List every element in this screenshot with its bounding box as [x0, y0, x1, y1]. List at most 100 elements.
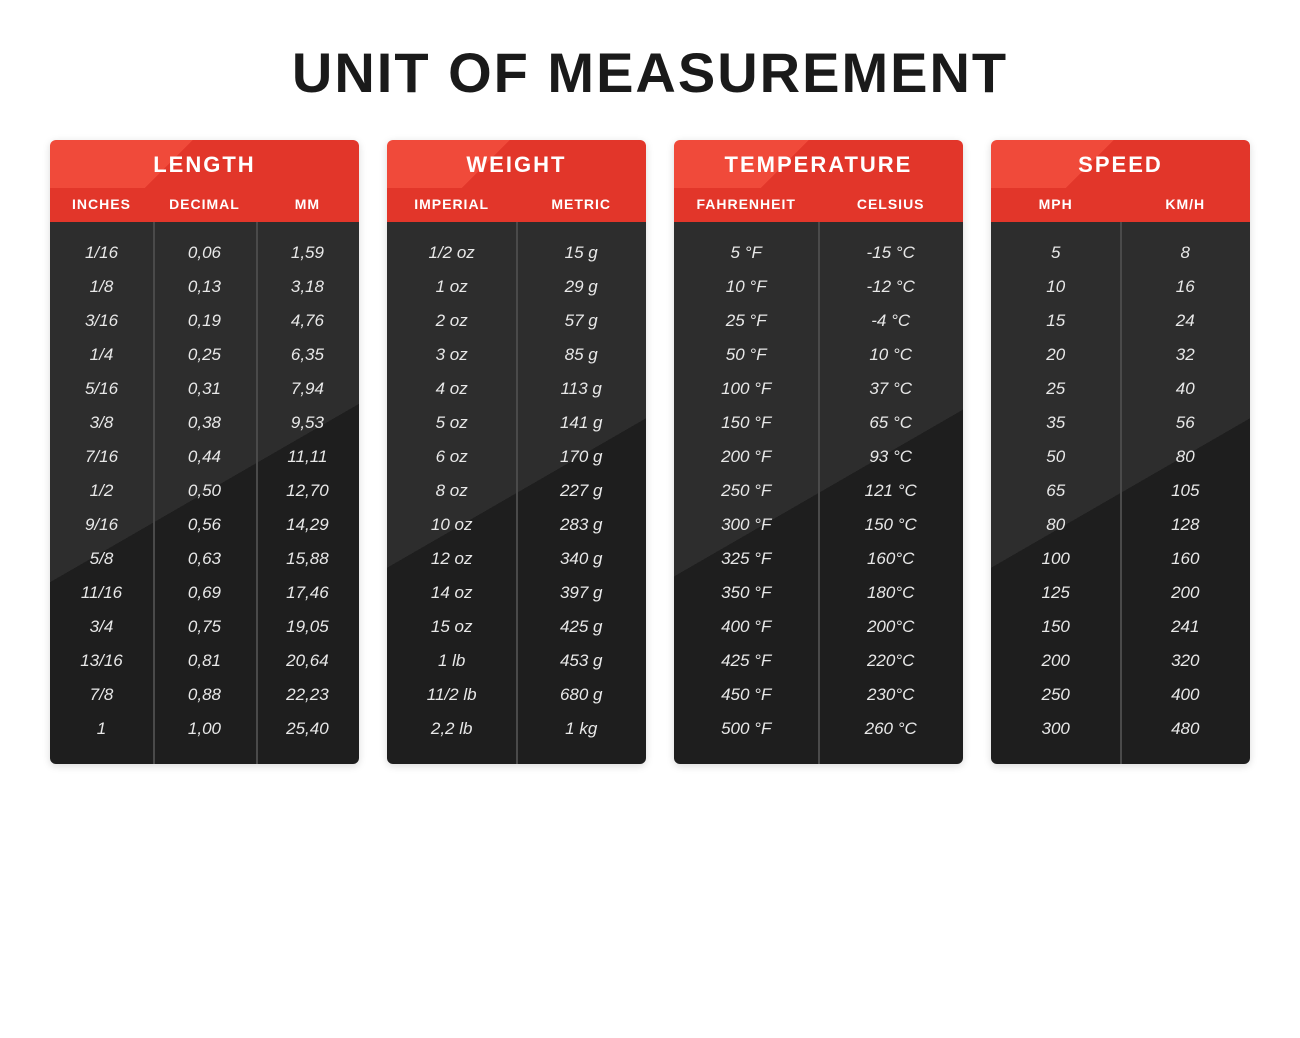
table-cell: 160 [1120, 549, 1250, 569]
table-row: 3/80,389,53 [50, 406, 359, 440]
table-cell: 9,53 [256, 413, 359, 433]
table-cell: 100 [991, 549, 1121, 569]
panel-length-body: 1/160,061,591/80,133,183/160,194,761/40,… [50, 222, 359, 764]
table-cell: 50 °F [674, 345, 818, 365]
table-cell: 250 °F [674, 481, 818, 501]
table-cell: 8 oz [387, 481, 517, 501]
column-separator [256, 222, 258, 764]
panel-length-subheader: INCHES DECIMAL MM [50, 188, 359, 222]
table-cell: 7/16 [50, 447, 153, 467]
table-cell: 260 °C [818, 719, 962, 739]
panel-length-title: LENGTH [50, 140, 359, 188]
table-cell: 0,56 [153, 515, 256, 535]
table-cell: 400 [1120, 685, 1250, 705]
table-cell: 1 [50, 719, 153, 739]
table-cell: 20,64 [256, 651, 359, 671]
table-row: 1/160,061,59 [50, 236, 359, 270]
table-cell: 1/16 [50, 243, 153, 263]
table-cell: 150 °F [674, 413, 818, 433]
table-cell: 85 g [516, 345, 646, 365]
table-cell: 350 °F [674, 583, 818, 603]
table-cell: 20 [991, 345, 1121, 365]
table-cell: 2 oz [387, 311, 517, 331]
table-cell: 230°C [818, 685, 962, 705]
table-row: 5/80,6315,88 [50, 542, 359, 576]
table-cell: -4 °C [818, 311, 962, 331]
page-title: UNIT OF MEASUREMENT [50, 40, 1250, 105]
table-cell: 1/4 [50, 345, 153, 365]
table-cell: 227 g [516, 481, 646, 501]
panel-speed-body: 5810161524203225403556508065105801281001… [991, 222, 1250, 764]
table-cell: 0,31 [153, 379, 256, 399]
table-cell: 80 [1120, 447, 1250, 467]
table-cell: 2,2 lb [387, 719, 517, 739]
panel-weight-subheader: IMPERIAL METRIC [387, 188, 646, 222]
table-cell: 8 [1120, 243, 1250, 263]
panel-temperature-body: 5 °F-15 °C10 °F-12 °C25 °F-4 °C50 °F10 °… [674, 222, 963, 764]
table-cell: 7/8 [50, 685, 153, 705]
table-cell: 1/2 [50, 481, 153, 501]
table-cell: 3/8 [50, 413, 153, 433]
col-header-celsius: CELSIUS [818, 196, 962, 212]
panel-weight-body: 1/2 oz15 g1 oz29 g2 oz57 g3 oz85 g4 oz11… [387, 222, 646, 764]
table-cell: 7,94 [256, 379, 359, 399]
table-cell: 141 g [516, 413, 646, 433]
table-cell: 14,29 [256, 515, 359, 535]
table-cell: 453 g [516, 651, 646, 671]
table-row: 11,0025,40 [50, 712, 359, 746]
panel-length: LENGTH INCHES DECIMAL MM 1/160,061,59 1/8… [50, 140, 359, 764]
table-cell: 24 [1120, 311, 1250, 331]
table-cell: 16 [1120, 277, 1250, 297]
panel-temperature-title: TEMPERATURE [674, 140, 963, 188]
table-cell: 0,69 [153, 583, 256, 603]
table-cell: 170 g [516, 447, 646, 467]
table-cell: 37 °C [818, 379, 962, 399]
table-cell: 3/16 [50, 311, 153, 331]
column-separator [1120, 222, 1122, 764]
table-cell: 0,88 [153, 685, 256, 705]
table-cell: 200 [1120, 583, 1250, 603]
table-cell: 200 [991, 651, 1121, 671]
table-cell: 56 [1120, 413, 1250, 433]
table-cell: 200°C [818, 617, 962, 637]
table-cell: 32 [1120, 345, 1250, 365]
table-cell: 1 kg [516, 719, 646, 739]
table-cell: 57 g [516, 311, 646, 331]
table-cell: 4 oz [387, 379, 517, 399]
table-cell: 1 oz [387, 277, 517, 297]
table-cell: 0,25 [153, 345, 256, 365]
table-cell: 5 °F [674, 243, 818, 263]
table-cell: 300 °F [674, 515, 818, 535]
col-header-decimal: DECIMAL [153, 196, 256, 212]
table-cell: 160°C [818, 549, 962, 569]
table-cell: 5 oz [387, 413, 517, 433]
col-header-inches: INCHES [50, 196, 153, 212]
table-cell: 29 g [516, 277, 646, 297]
table-cell: -12 °C [818, 277, 962, 297]
table-row: 1/40,256,35 [50, 338, 359, 372]
table-cell: 250 [991, 685, 1121, 705]
table-cell: 1/8 [50, 277, 153, 297]
table-cell: 11/16 [50, 583, 153, 603]
table-cell: 12 oz [387, 549, 517, 569]
table-cell: 10 [991, 277, 1121, 297]
table-cell: 128 [1120, 515, 1250, 535]
table-cell: 93 °C [818, 447, 962, 467]
table-row: 1/20,5012,70 [50, 474, 359, 508]
table-cell: 15,88 [256, 549, 359, 569]
table-cell: 0,63 [153, 549, 256, 569]
table-row: 7/80,8822,23 [50, 678, 359, 712]
table-cell: 15 g [516, 243, 646, 263]
table-cell: 0,44 [153, 447, 256, 467]
table-cell: 11,11 [256, 447, 359, 467]
table-cell: 4,76 [256, 311, 359, 331]
table-cell: 0,81 [153, 651, 256, 671]
table-cell: 0,50 [153, 481, 256, 501]
table-cell: 480 [1120, 719, 1250, 739]
table-cell: 425 g [516, 617, 646, 637]
table-row: 3/160,194,76 [50, 304, 359, 338]
table-row: 9/160,5614,29 [50, 508, 359, 542]
table-cell: 10 °F [674, 277, 818, 297]
table-cell: 180°C [818, 583, 962, 603]
table-cell: 1,00 [153, 719, 256, 739]
